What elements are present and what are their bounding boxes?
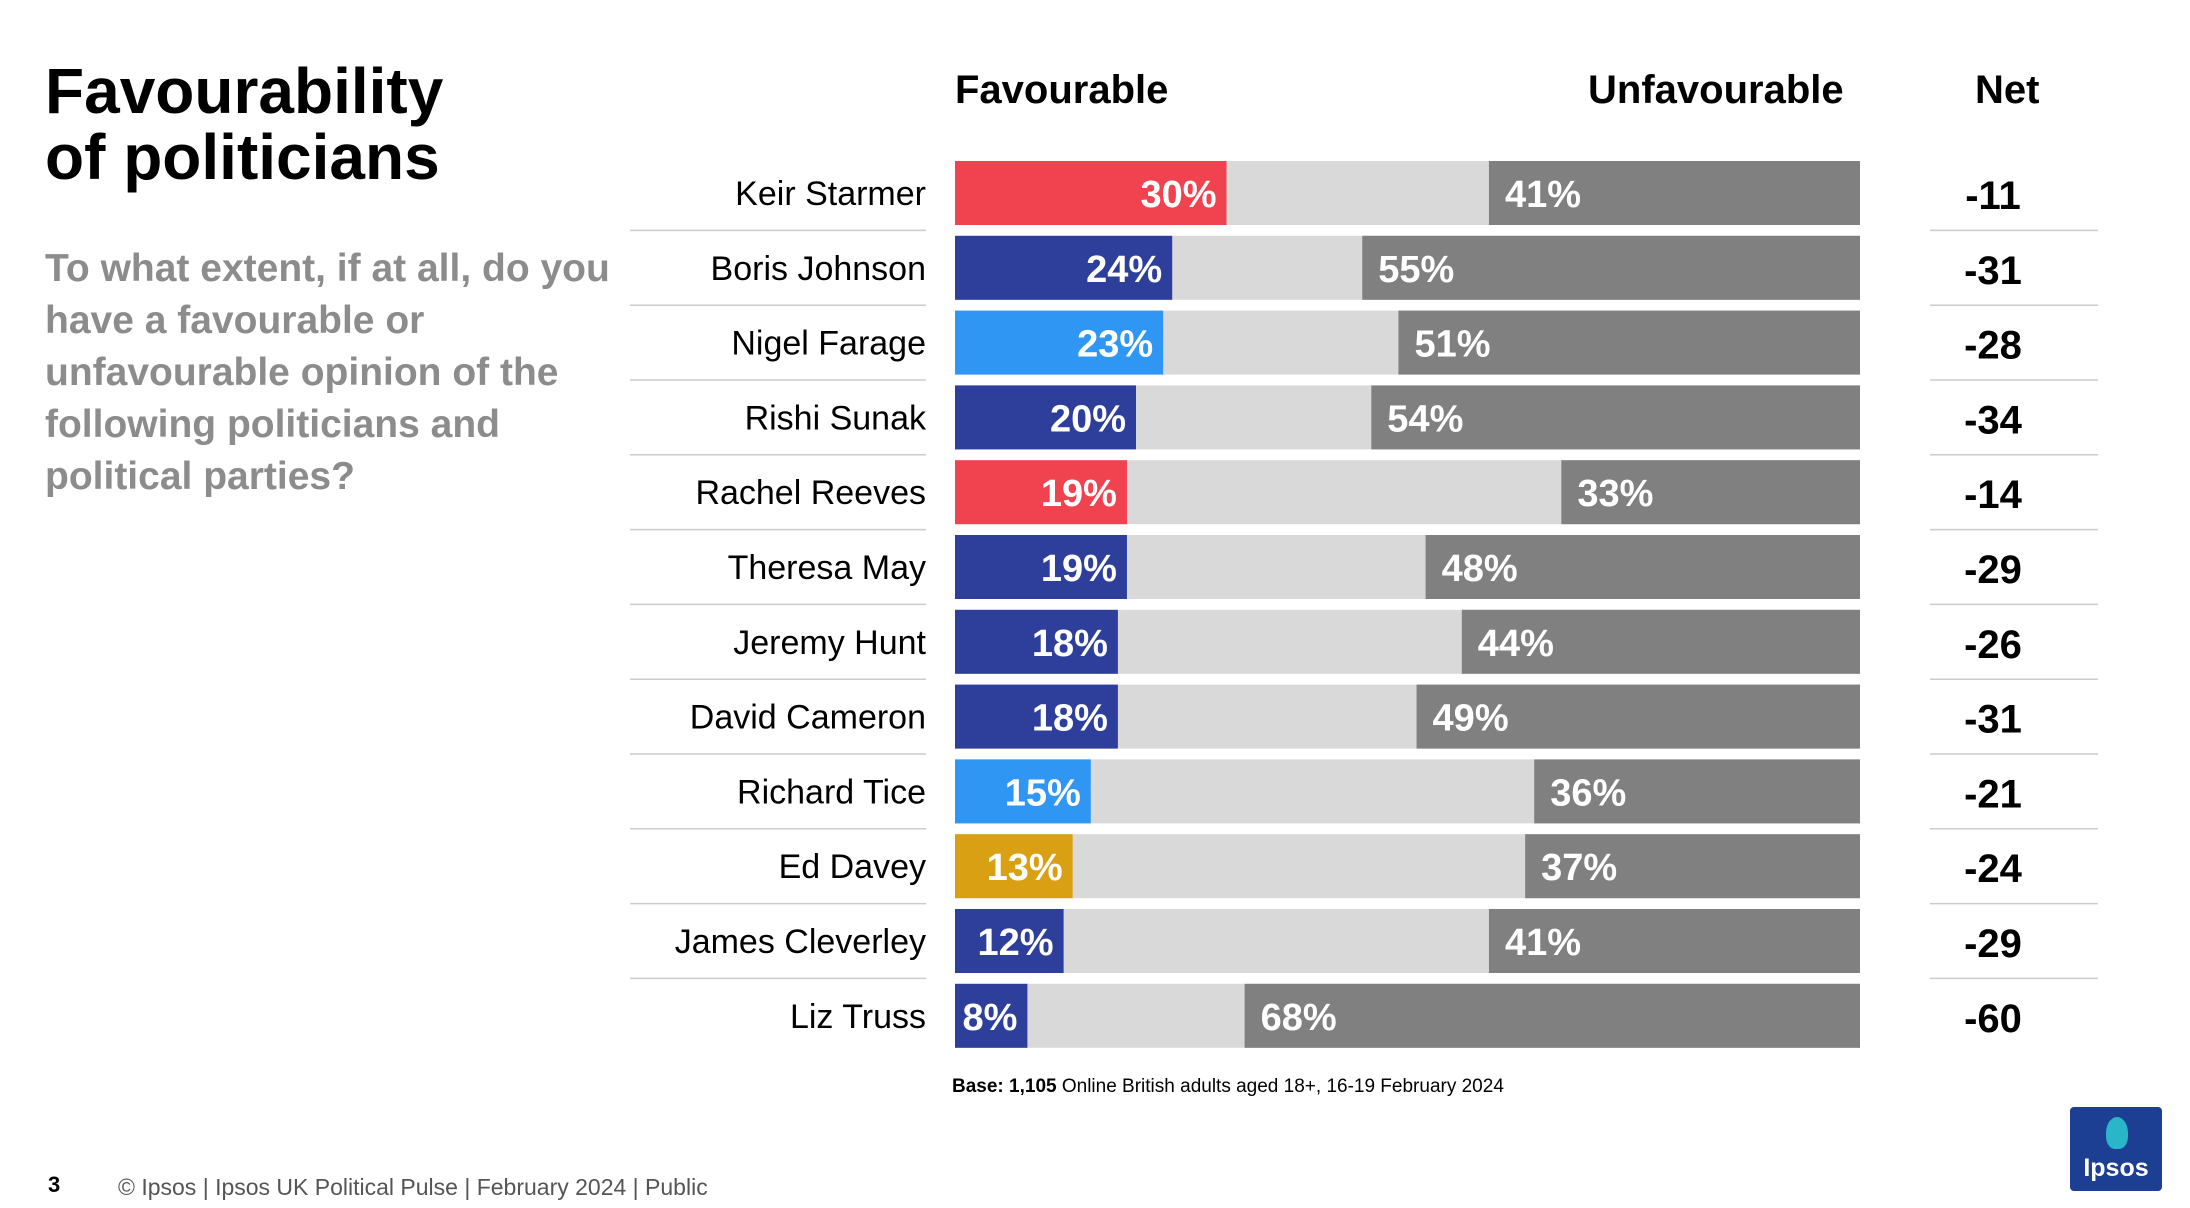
unfavourable-bar <box>1371 385 1860 450</box>
net-value-label: -60 <box>1964 997 2022 1041</box>
slide-title: Favourability of politicians <box>45 58 605 190</box>
title-line-2: of politicians <box>45 121 440 193</box>
net-header: Net <box>1975 68 2040 112</box>
politician-name-label: Theresa May <box>728 549 926 587</box>
politician-name-label: Rachel Reeves <box>695 474 926 512</box>
favourable-value-label: 8% <box>962 997 1017 1039</box>
favourable-value-label: 12% <box>978 922 1054 964</box>
politician-name-label: Richard Tice <box>737 773 926 811</box>
unfavourable-value-label: 68% <box>1261 997 1337 1039</box>
base-note-rest: Online British adults aged 18+, 16-19 Fe… <box>1056 1076 1504 1097</box>
politician-name-label: Nigel Farage <box>731 325 926 363</box>
favourable-value-label: 18% <box>1032 698 1108 740</box>
favourable-bar <box>955 834 1073 899</box>
net-value-label: -28 <box>1964 324 2022 368</box>
favourable-bar <box>955 535 1127 599</box>
unfavourable-bar <box>1425 535 1860 599</box>
unfavourable-value-label: 33% <box>1577 473 1653 515</box>
favourable-value-label: 13% <box>987 847 1063 889</box>
unfavourable-value-label: 36% <box>1550 772 1626 814</box>
politician-name-label: Keir Starmer <box>735 175 926 213</box>
favourable-value-label: 24% <box>1086 249 1162 291</box>
unfavourable-header: Unfavourable <box>1588 68 1844 112</box>
favourable-bar <box>955 310 1164 375</box>
favourable-value-label: 23% <box>1077 324 1153 366</box>
unfavourable-bar <box>1244 983 1860 1048</box>
net-value-label: -14 <box>1964 473 2023 517</box>
net-value-label: -31 <box>1964 249 2022 293</box>
politician-name-label: Ed Davey <box>779 848 926 886</box>
favourable-bar <box>955 684 1118 749</box>
net-value-label: -29 <box>1964 548 2022 592</box>
unfavourable-bar <box>1534 759 1860 824</box>
favourable-bar <box>955 983 1028 1048</box>
net-value-label: -26 <box>1964 623 2022 667</box>
favourable-bar <box>955 909 1064 973</box>
unfavourable-value-label: 44% <box>1478 623 1554 665</box>
unfavourable-bar <box>1488 909 1860 973</box>
unfavourable-value-label: 41% <box>1505 922 1581 964</box>
favourable-header: Favourable <box>955 68 1169 112</box>
ipsos-logo: Ipsos <box>2070 1107 2162 1191</box>
favourable-value-label: 19% <box>1041 473 1117 515</box>
survey-question: To what extent, if at all, do you have a… <box>45 247 610 498</box>
net-value-label: -11 <box>1965 174 2021 218</box>
title-line-1: Favourability <box>45 55 444 127</box>
base-note-bold: Base: 1,105 <box>952 1076 1057 1097</box>
politician-name-label: James Cleverley <box>675 923 926 961</box>
net-value-label: -29 <box>1964 922 2022 966</box>
unfavourable-bar <box>1525 834 1860 899</box>
favourable-bar <box>955 385 1136 450</box>
favourable-bar <box>955 460 1127 525</box>
politician-name-label: Boris Johnson <box>711 250 926 288</box>
favourable-bar <box>955 609 1118 674</box>
net-value-label: -34 <box>1964 398 2023 442</box>
favourable-value-label: 20% <box>1050 398 1126 440</box>
favourable-value-label: 30% <box>1140 174 1216 216</box>
unfavourable-value-label: 41% <box>1505 174 1581 216</box>
unfavourable-bar <box>1398 310 1860 375</box>
favourable-value-label: 19% <box>1041 548 1117 590</box>
unfavourable-value-label: 54% <box>1387 398 1463 440</box>
net-value-label: -31 <box>1964 698 2022 742</box>
unfavourable-bar <box>1561 460 1860 525</box>
favourable-bar <box>955 759 1091 824</box>
base-note: Base: 1,105 Online British adults aged 1… <box>952 1076 1504 1098</box>
unfavourable-value-label: 51% <box>1414 324 1490 366</box>
ipsos-logo-mark-icon <box>2106 1117 2128 1149</box>
unfavourable-bar <box>1461 609 1860 674</box>
favourable-value-label: 18% <box>1032 623 1108 665</box>
unfavourable-bar <box>1416 684 1860 749</box>
unfavourable-value-label: 48% <box>1442 548 1518 590</box>
unfavourable-value-label: 49% <box>1433 698 1509 740</box>
unfavourable-value-label: 55% <box>1378 249 1454 291</box>
favourable-bar <box>955 161 1227 225</box>
favourable-bar <box>955 235 1173 300</box>
politician-name-label: Rishi Sunak <box>745 399 927 437</box>
unfavourable-bar <box>1362 235 1860 300</box>
ipsos-logo-text: Ipsos <box>2083 1154 2149 1182</box>
unfavourable-value-label: 37% <box>1541 847 1617 889</box>
favourable-value-label: 15% <box>1005 772 1081 814</box>
politician-name-label: David Cameron <box>690 699 926 737</box>
politician-name-label: Jeremy Hunt <box>733 624 926 662</box>
net-value-label: -21 <box>1964 772 2022 816</box>
politician-name-label: Liz Truss <box>790 998 926 1036</box>
page-number: 3 <box>48 1172 61 1197</box>
net-value-label: -24 <box>1964 847 2023 891</box>
footer-text: © Ipsos | Ipsos UK Political Pulse | Feb… <box>118 1174 708 1200</box>
unfavourable-bar <box>1488 161 1860 225</box>
